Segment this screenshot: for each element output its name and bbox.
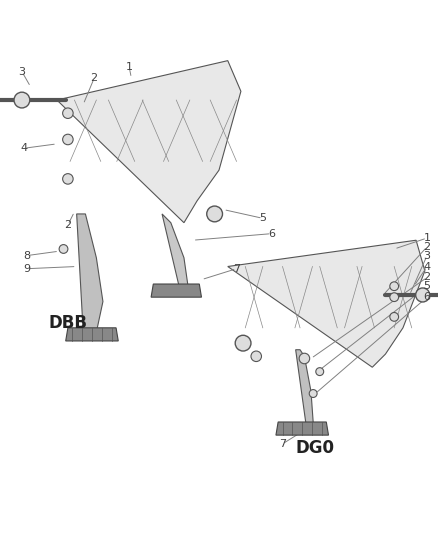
Text: 6: 6 <box>268 229 275 239</box>
Polygon shape <box>276 422 328 435</box>
Text: 2: 2 <box>424 272 431 282</box>
Circle shape <box>390 293 399 302</box>
Circle shape <box>416 288 430 302</box>
Text: 3: 3 <box>424 251 431 261</box>
Circle shape <box>14 92 30 108</box>
Text: 8: 8 <box>24 251 31 261</box>
Text: 2: 2 <box>64 220 71 230</box>
Text: 1: 1 <box>424 233 431 243</box>
Circle shape <box>309 390 317 398</box>
Circle shape <box>251 351 261 361</box>
Circle shape <box>390 282 399 290</box>
Circle shape <box>63 134 73 145</box>
Circle shape <box>316 368 324 376</box>
Circle shape <box>390 312 399 321</box>
Polygon shape <box>77 214 103 332</box>
Text: 5: 5 <box>259 213 266 223</box>
Text: 3: 3 <box>18 67 25 77</box>
Text: 9: 9 <box>24 264 31 273</box>
Text: 7: 7 <box>279 439 286 449</box>
Text: 2: 2 <box>424 242 431 252</box>
Polygon shape <box>162 214 188 288</box>
Circle shape <box>63 108 73 118</box>
Circle shape <box>235 335 251 351</box>
Circle shape <box>63 174 73 184</box>
Text: 5: 5 <box>424 281 431 291</box>
Circle shape <box>299 353 310 364</box>
Polygon shape <box>296 350 313 429</box>
Polygon shape <box>66 328 118 341</box>
Text: 4: 4 <box>424 262 431 271</box>
Circle shape <box>59 245 68 253</box>
Polygon shape <box>151 284 201 297</box>
Text: 2: 2 <box>91 73 98 83</box>
Text: DG0: DG0 <box>296 439 335 457</box>
Text: 1: 1 <box>126 62 133 72</box>
Text: DBB: DBB <box>48 314 87 333</box>
Circle shape <box>207 206 223 222</box>
Polygon shape <box>228 240 425 367</box>
Polygon shape <box>57 61 241 223</box>
Text: 6: 6 <box>424 292 431 302</box>
Text: 4: 4 <box>21 143 28 154</box>
Text: 7: 7 <box>233 264 240 273</box>
